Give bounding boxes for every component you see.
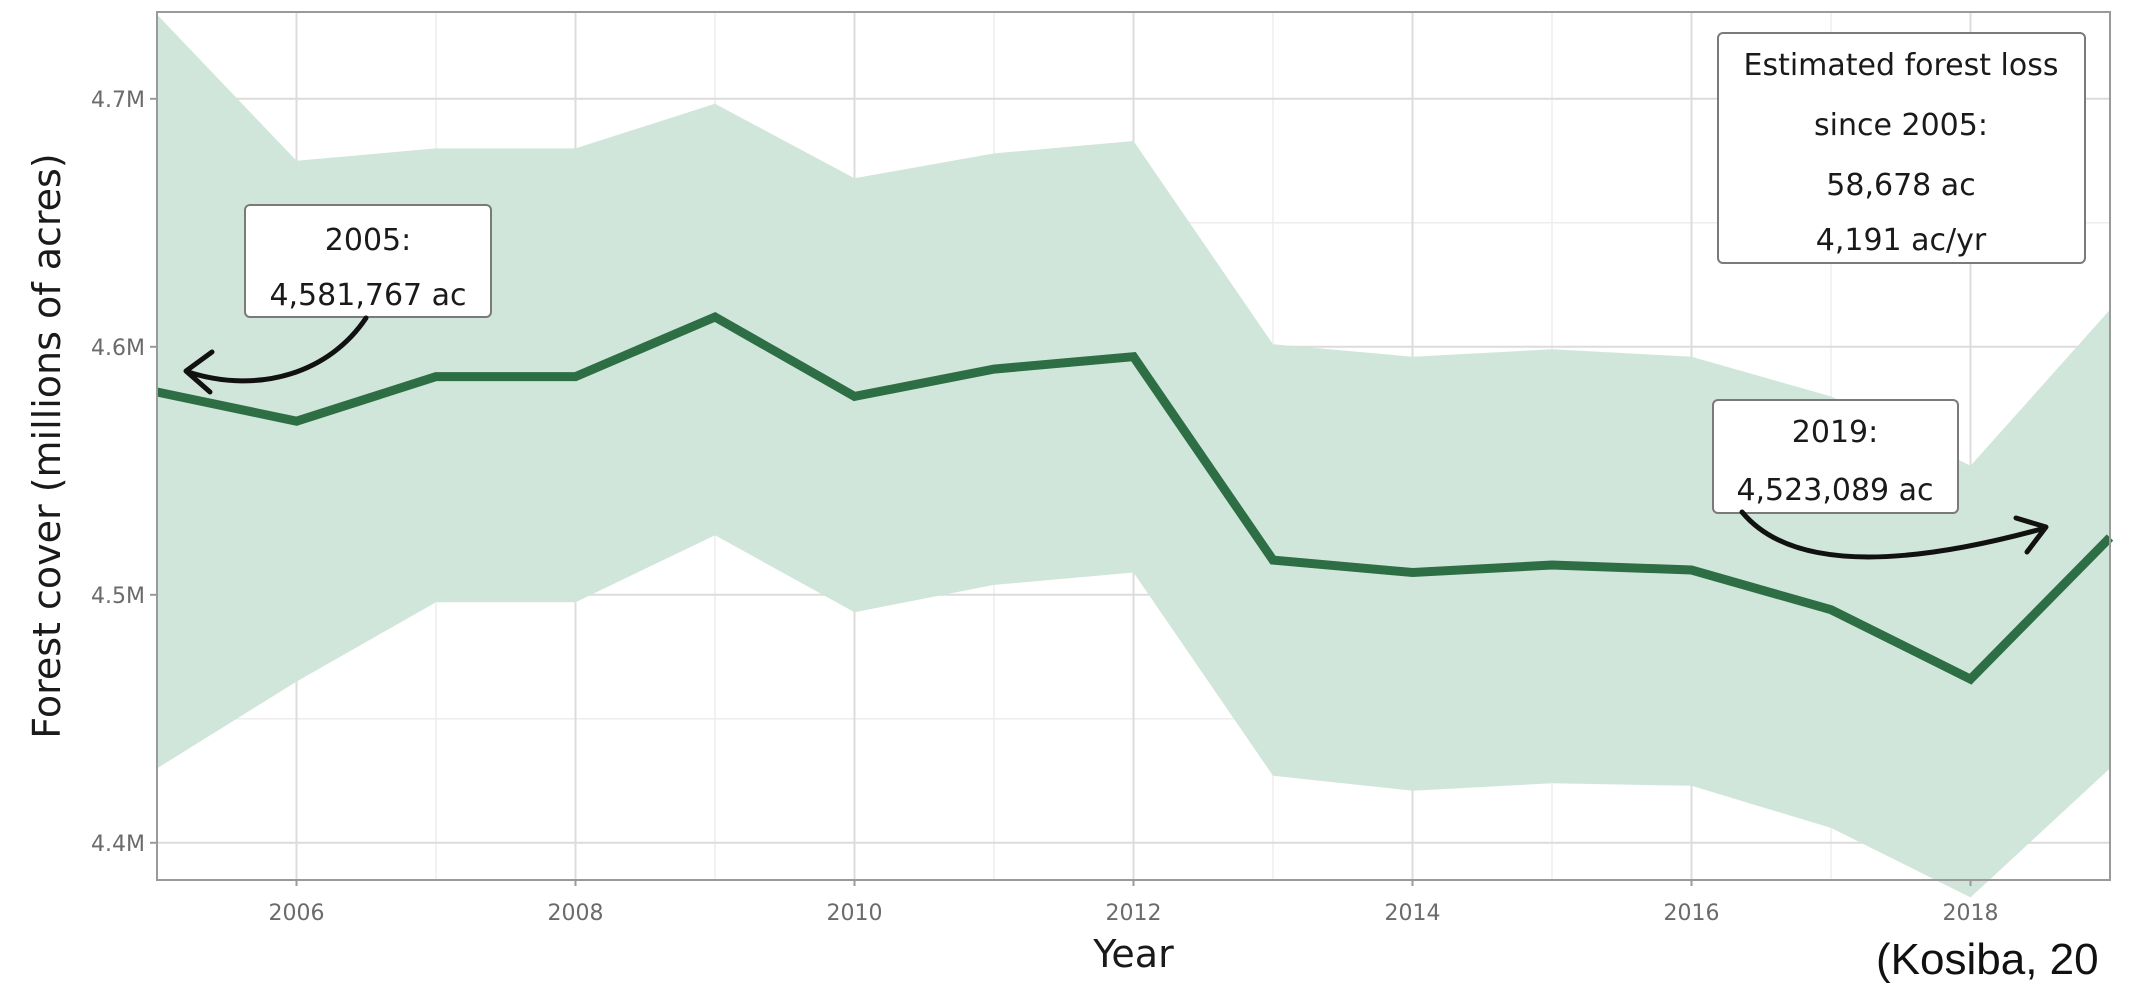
y-axis-title: Forest cover (millions of acres) xyxy=(25,153,69,738)
arrow-2005 xyxy=(183,315,369,395)
data-point xyxy=(1412,571,1413,573)
data-point xyxy=(296,420,297,422)
citation-text: (Kosiba, 20 xyxy=(1876,935,2099,984)
annotation-2019-text: 4,523,089 ac xyxy=(1736,473,1933,508)
annotation-forest-loss: Estimated forest loss since 2005: 58,678 a… xyxy=(1717,32,2086,264)
x-tick-label: 2012 xyxy=(1106,901,1162,926)
annotation-2019: 2019: 4,523,089 ac xyxy=(1712,399,1959,514)
data-point xyxy=(1551,564,1553,566)
arrow-2005-shaft xyxy=(185,315,369,384)
y-axis-ticks: 4.4M 4.5M 4.6M 4.7M xyxy=(91,88,157,857)
data-point xyxy=(1691,569,1692,571)
data-point xyxy=(714,316,716,318)
annotation-2019-box xyxy=(1712,399,1959,514)
x-tick-label: 2006 xyxy=(269,901,325,926)
x-tick-label: 2008 xyxy=(548,901,604,926)
annotation-2005-text: 4,581,767 ac xyxy=(269,278,466,313)
arrow-2019 xyxy=(1739,509,2049,560)
annotation-forest-loss-text: Estimated forest loss xyxy=(1743,48,2058,83)
confidence-band-layer xyxy=(157,14,2110,898)
annotation-forest-loss-text: 4,191 ac/yr xyxy=(1816,223,1987,258)
arrow-2019-shaft xyxy=(1739,509,2048,560)
data-point xyxy=(854,395,855,397)
annotation-2005-text: 2005: xyxy=(325,223,411,258)
arrow-2019-head xyxy=(2013,515,2049,555)
y-tick-label: 4.5M xyxy=(91,584,145,609)
data-point xyxy=(1830,609,1832,611)
y-tick-label: 4.7M xyxy=(91,88,145,113)
x-tick-label: 2010 xyxy=(827,901,883,926)
data-point xyxy=(1272,559,1274,561)
data-point xyxy=(575,376,576,378)
arrow-2005-head xyxy=(183,349,215,395)
data-point xyxy=(1133,356,1134,358)
y-tick-label: 4.4M xyxy=(91,832,145,857)
data-point xyxy=(1970,678,1971,680)
annotation-2019-text: 2019: xyxy=(1792,415,1878,450)
x-axis-title: Year xyxy=(1092,932,1174,974)
data-point xyxy=(435,376,437,378)
annotation-layer: 2005: 4,581,767 ac 2019: 4,523,089 ac Estima… xyxy=(183,32,2086,560)
y-tick-label: 4.6M xyxy=(91,336,145,361)
annotation-forest-loss-text: since 2005: xyxy=(1814,108,1988,143)
x-tick-label: 2014 xyxy=(1385,901,1441,926)
data-point xyxy=(993,368,995,370)
annotation-forest-loss-box xyxy=(1717,32,2086,264)
annotation-forest-loss-text: 58,678 ac xyxy=(1826,168,1975,203)
annotation-2005: 2005: 4,581,767 ac xyxy=(244,204,492,318)
x-tick-label: 2016 xyxy=(1664,901,1720,926)
confidence-band xyxy=(157,14,2110,898)
x-axis-ticks: 2006 2008 2010 2012 2014 2016 2018 xyxy=(269,880,1999,926)
x-tick-label: 2018 xyxy=(1943,901,1999,926)
